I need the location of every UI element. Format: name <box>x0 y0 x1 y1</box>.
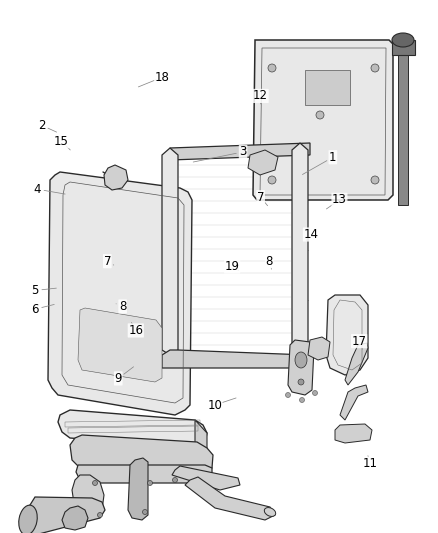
Polygon shape <box>76 465 212 483</box>
Ellipse shape <box>268 64 276 72</box>
Ellipse shape <box>19 505 37 533</box>
Polygon shape <box>398 55 408 205</box>
Text: 8: 8 <box>119 300 126 313</box>
Polygon shape <box>326 295 368 375</box>
Polygon shape <box>172 466 240 490</box>
Text: 4: 4 <box>33 183 41 196</box>
Polygon shape <box>345 343 368 385</box>
Text: 11: 11 <box>363 457 378 470</box>
Ellipse shape <box>371 176 379 184</box>
Text: 8: 8 <box>266 255 273 268</box>
Polygon shape <box>308 337 330 360</box>
Polygon shape <box>62 506 88 530</box>
Polygon shape <box>48 172 192 415</box>
Polygon shape <box>195 420 207 450</box>
Polygon shape <box>58 410 207 448</box>
Polygon shape <box>292 143 308 360</box>
Polygon shape <box>162 148 178 355</box>
Text: 1: 1 <box>329 151 337 164</box>
Polygon shape <box>22 497 105 533</box>
Ellipse shape <box>264 507 276 516</box>
Ellipse shape <box>300 398 304 402</box>
Ellipse shape <box>295 352 307 368</box>
Text: 3: 3 <box>240 146 247 158</box>
Text: 19: 19 <box>225 260 240 273</box>
Polygon shape <box>70 435 213 475</box>
Text: 12: 12 <box>253 90 268 102</box>
Polygon shape <box>170 143 310 160</box>
Polygon shape <box>104 165 128 190</box>
Polygon shape <box>340 385 368 420</box>
Text: 14: 14 <box>304 228 318 241</box>
Polygon shape <box>128 458 148 520</box>
Text: 7: 7 <box>103 255 111 268</box>
Text: 18: 18 <box>155 71 170 84</box>
Polygon shape <box>78 308 162 382</box>
Polygon shape <box>253 40 393 200</box>
Polygon shape <box>392 40 415 55</box>
Polygon shape <box>185 477 275 520</box>
Ellipse shape <box>173 478 177 482</box>
Ellipse shape <box>92 481 98 486</box>
Ellipse shape <box>268 176 276 184</box>
Polygon shape <box>162 350 310 368</box>
Polygon shape <box>72 475 104 515</box>
Ellipse shape <box>148 481 152 486</box>
Polygon shape <box>305 70 350 105</box>
Text: 16: 16 <box>128 324 143 337</box>
Text: 9: 9 <box>114 372 122 385</box>
Polygon shape <box>335 424 372 443</box>
Text: 2: 2 <box>38 119 46 132</box>
Ellipse shape <box>392 33 414 47</box>
Ellipse shape <box>298 379 304 385</box>
Ellipse shape <box>286 392 290 398</box>
Text: 10: 10 <box>207 399 222 411</box>
Text: 5: 5 <box>32 284 39 297</box>
Text: 7: 7 <box>257 191 265 204</box>
Text: 17: 17 <box>352 335 367 348</box>
Polygon shape <box>248 150 278 175</box>
Ellipse shape <box>371 64 379 72</box>
Text: 6: 6 <box>31 303 39 316</box>
Text: 13: 13 <box>332 193 347 206</box>
Polygon shape <box>288 340 314 395</box>
Text: 15: 15 <box>54 135 69 148</box>
Ellipse shape <box>312 391 318 395</box>
Ellipse shape <box>98 513 102 518</box>
Ellipse shape <box>142 510 148 514</box>
Ellipse shape <box>316 111 324 119</box>
